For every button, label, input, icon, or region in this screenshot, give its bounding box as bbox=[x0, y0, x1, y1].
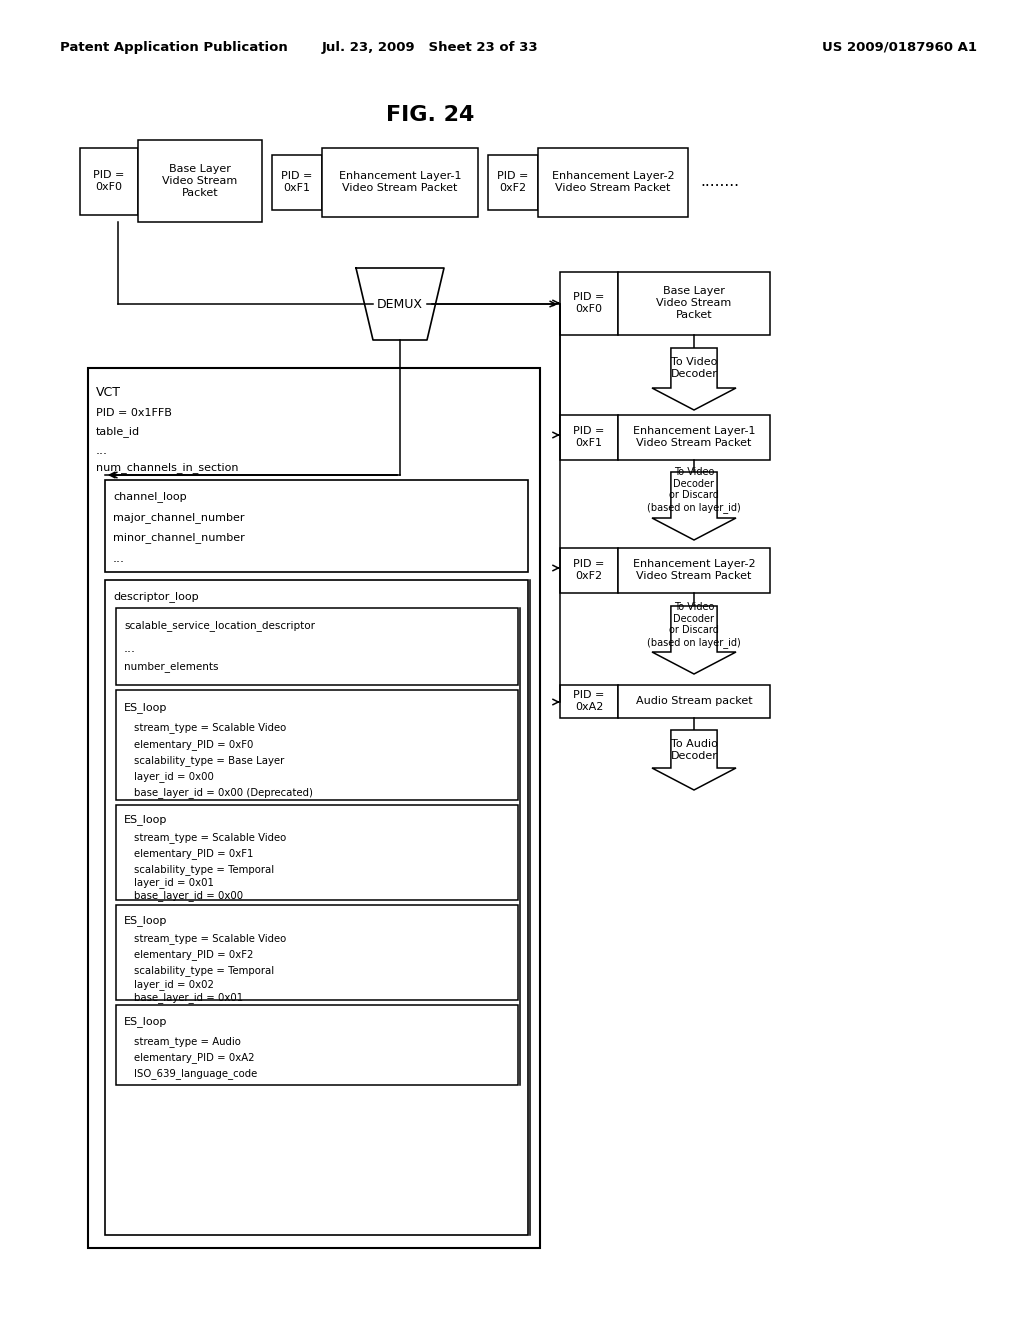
Bar bbox=[488, 154, 538, 210]
Bar bbox=[116, 609, 518, 685]
Text: elementary_PID = 0xF0: elementary_PID = 0xF0 bbox=[134, 739, 253, 751]
Text: VCT: VCT bbox=[96, 385, 121, 399]
Bar bbox=[322, 148, 478, 216]
Bar bbox=[560, 272, 618, 335]
Text: Enhancement Layer-1
Video Stream Packet: Enhancement Layer-1 Video Stream Packet bbox=[339, 172, 461, 193]
Bar bbox=[618, 685, 770, 718]
Text: minor_channel_number: minor_channel_number bbox=[113, 532, 245, 544]
Text: DEMUX: DEMUX bbox=[377, 297, 423, 310]
Text: PID = 0x1FFB: PID = 0x1FFB bbox=[96, 408, 172, 418]
Text: channel_loop: channel_loop bbox=[113, 491, 186, 503]
Text: ES_loop: ES_loop bbox=[124, 814, 167, 825]
Bar bbox=[272, 154, 322, 210]
Text: Enhancement Layer-1
Video Stream Packet: Enhancement Layer-1 Video Stream Packet bbox=[633, 426, 756, 447]
Text: base_layer_id = 0x01: base_layer_id = 0x01 bbox=[134, 993, 243, 1003]
Polygon shape bbox=[652, 730, 736, 789]
Text: layer_id = 0x02: layer_id = 0x02 bbox=[134, 979, 214, 990]
Text: PID =
0xF0: PID = 0xF0 bbox=[573, 292, 605, 314]
Text: stream_type = Scalable Video: stream_type = Scalable Video bbox=[134, 722, 287, 734]
Text: table_id: table_id bbox=[96, 426, 140, 437]
Bar bbox=[538, 148, 688, 216]
Bar bbox=[116, 1005, 518, 1085]
Text: Audio Stream packet: Audio Stream packet bbox=[636, 696, 753, 706]
Bar bbox=[618, 272, 770, 335]
Bar bbox=[105, 579, 528, 1236]
Text: ........: ........ bbox=[700, 174, 739, 190]
Text: US 2009/0187960 A1: US 2009/0187960 A1 bbox=[822, 41, 978, 54]
Text: To Video
Decoder: To Video Decoder bbox=[671, 358, 718, 379]
Text: elementary_PID = 0xA2: elementary_PID = 0xA2 bbox=[134, 1052, 255, 1064]
Bar bbox=[560, 548, 618, 593]
Text: layer_id = 0x00: layer_id = 0x00 bbox=[134, 772, 214, 783]
Text: To Video
Decoder
or Discard
(based on layer_id): To Video Decoder or Discard (based on la… bbox=[647, 602, 741, 648]
Text: scalability_type = Temporal: scalability_type = Temporal bbox=[134, 965, 274, 977]
Text: To Video
Decoder
or Discard
(based on layer_id): To Video Decoder or Discard (based on la… bbox=[647, 467, 741, 513]
Text: PID =
0xF0: PID = 0xF0 bbox=[93, 170, 125, 191]
Text: ISO_639_language_code: ISO_639_language_code bbox=[134, 1069, 257, 1080]
Text: num_channels_in_section: num_channels_in_section bbox=[96, 462, 239, 474]
Text: Jul. 23, 2009   Sheet 23 of 33: Jul. 23, 2009 Sheet 23 of 33 bbox=[322, 41, 539, 54]
Text: stream_type = Scalable Video: stream_type = Scalable Video bbox=[134, 833, 287, 843]
Text: PID =
0xF2: PID = 0xF2 bbox=[573, 560, 605, 581]
Text: ES_loop: ES_loop bbox=[124, 702, 167, 713]
Bar bbox=[116, 906, 518, 1001]
Text: ...: ... bbox=[113, 552, 125, 565]
Text: Patent Application Publication: Patent Application Publication bbox=[60, 41, 288, 54]
Text: Base Layer
Video Stream
Packet: Base Layer Video Stream Packet bbox=[656, 286, 731, 319]
Bar bbox=[618, 414, 770, 459]
Text: Enhancement Layer-2
Video Stream Packet: Enhancement Layer-2 Video Stream Packet bbox=[633, 560, 756, 581]
Bar bbox=[138, 140, 262, 222]
Bar bbox=[560, 414, 618, 459]
Text: layer_id = 0x01: layer_id = 0x01 bbox=[134, 878, 214, 888]
Text: base_layer_id = 0x00 (Deprecated): base_layer_id = 0x00 (Deprecated) bbox=[134, 788, 313, 799]
Text: ES_loop: ES_loop bbox=[124, 1016, 167, 1027]
Polygon shape bbox=[652, 473, 736, 540]
Bar bbox=[618, 548, 770, 593]
Text: ...: ... bbox=[96, 444, 108, 457]
Text: stream_type = Scalable Video: stream_type = Scalable Video bbox=[134, 933, 287, 944]
Text: scalable_service_location_descriptor: scalable_service_location_descriptor bbox=[124, 620, 315, 631]
Text: Enhancement Layer-2
Video Stream Packet: Enhancement Layer-2 Video Stream Packet bbox=[552, 172, 675, 193]
Polygon shape bbox=[652, 606, 736, 675]
Text: descriptor_loop: descriptor_loop bbox=[113, 591, 199, 602]
Text: ...: ... bbox=[124, 642, 136, 655]
Bar bbox=[560, 685, 618, 718]
Text: PID =
0xF1: PID = 0xF1 bbox=[282, 172, 312, 193]
Text: base_layer_id = 0x00: base_layer_id = 0x00 bbox=[134, 891, 243, 902]
Text: PID =
0xA2: PID = 0xA2 bbox=[573, 690, 605, 711]
Text: scalability_type = Temporal: scalability_type = Temporal bbox=[134, 865, 274, 875]
Bar bbox=[80, 148, 138, 215]
Bar bbox=[116, 805, 518, 900]
Text: elementary_PID = 0xF2: elementary_PID = 0xF2 bbox=[134, 949, 253, 961]
Polygon shape bbox=[652, 348, 736, 411]
Text: major_channel_number: major_channel_number bbox=[113, 512, 245, 524]
Polygon shape bbox=[356, 268, 444, 341]
Bar bbox=[105, 480, 528, 572]
Text: Base Layer
Video Stream
Packet: Base Layer Video Stream Packet bbox=[163, 165, 238, 198]
Text: elementary_PID = 0xF1: elementary_PID = 0xF1 bbox=[134, 849, 253, 859]
Text: ES_loop: ES_loop bbox=[124, 916, 167, 927]
Bar bbox=[88, 368, 540, 1247]
Bar bbox=[116, 690, 518, 800]
Text: PID =
0xF1: PID = 0xF1 bbox=[573, 426, 605, 447]
Text: To Audio
Decoder: To Audio Decoder bbox=[671, 739, 718, 760]
Text: number_elements: number_elements bbox=[124, 661, 218, 672]
Text: stream_type = Audio: stream_type = Audio bbox=[134, 1036, 241, 1048]
Text: scalability_type = Base Layer: scalability_type = Base Layer bbox=[134, 755, 285, 767]
Text: PID =
0xF2: PID = 0xF2 bbox=[498, 172, 528, 193]
Text: FIG. 24: FIG. 24 bbox=[386, 106, 474, 125]
